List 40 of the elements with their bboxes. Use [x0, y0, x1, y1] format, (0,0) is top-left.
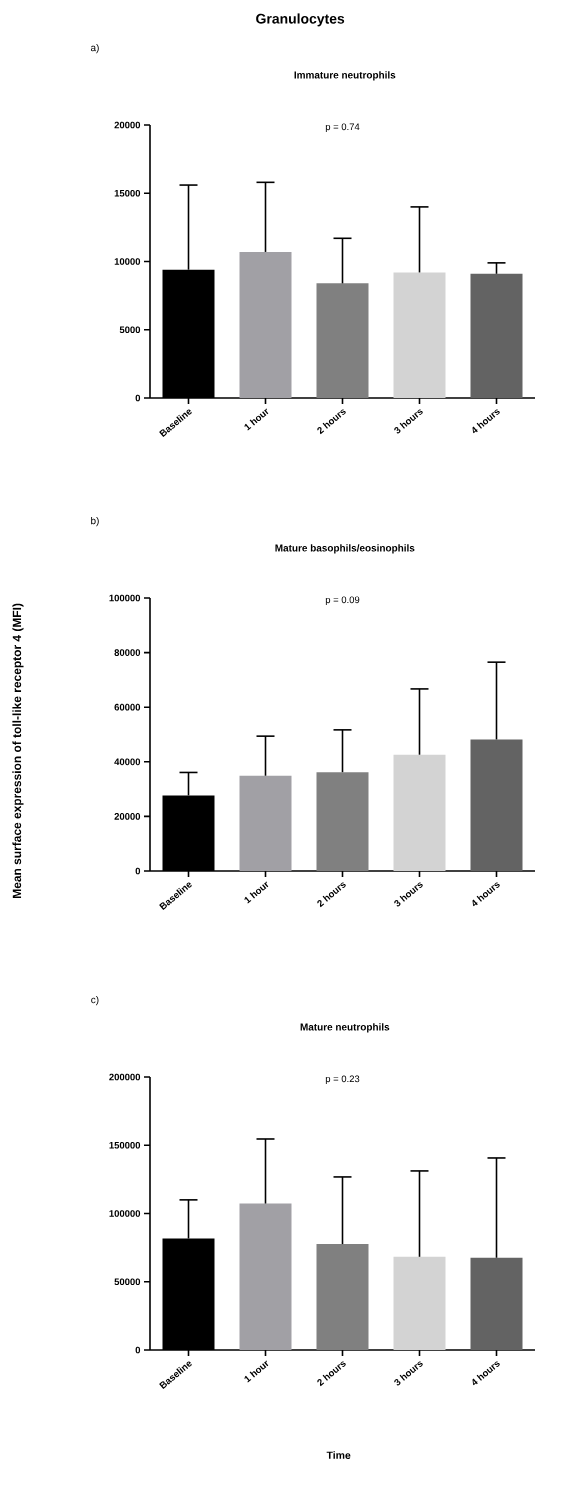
y-tick-label: 60000	[114, 703, 141, 711]
annotation: p = 0.74	[325, 123, 360, 133]
annotation: p = 0.23	[325, 1075, 360, 1085]
bar	[239, 251, 292, 399]
bar	[470, 273, 523, 399]
bar	[393, 272, 446, 399]
y-tick-label: 20000	[114, 121, 141, 129]
y-tick-label: 100000	[109, 594, 141, 602]
y-tick-label: 0	[135, 394, 141, 402]
text: a)	[90, 43, 99, 54]
y-tick-label: 5000	[119, 326, 141, 334]
bar	[393, 1256, 446, 1351]
y-tick-label: 15000	[114, 189, 141, 197]
y-axis-title: Mean surface expression of toll-like receptor 4 (MFI)	[12, 603, 24, 898]
bar	[316, 772, 369, 872]
bar	[393, 754, 446, 872]
y-tick-label: 80000	[114, 649, 141, 656]
y-tick-label: 50000	[114, 1278, 141, 1286]
bar	[239, 1203, 292, 1351]
annotation: p = 0.09	[325, 596, 360, 606]
y-tick-label: 0	[135, 867, 141, 875]
chart-subtitle: Immature neutrophils	[294, 71, 396, 81]
bar	[470, 739, 523, 872]
chart-title: Granulocytes	[256, 13, 345, 27]
y-tick-label: 0	[135, 1346, 141, 1354]
bar	[316, 283, 369, 399]
text: c)	[91, 995, 99, 1006]
y-tick-label: 40000	[114, 758, 141, 766]
y-tick-label: 10000	[114, 258, 141, 265]
x-axis-title: Time	[326, 1451, 351, 1459]
y-tick-label: 150000	[109, 1141, 141, 1149]
y-tick-label: 20000	[114, 813, 141, 820]
y-tick-label: 100000	[109, 1210, 141, 1217]
y-tick-label: 200000	[109, 1073, 141, 1081]
bar	[470, 1257, 523, 1351]
text: b)	[91, 516, 99, 527]
chart-title: Mature neutrophils	[300, 1023, 390, 1033]
bar	[316, 1244, 369, 1351]
chart-title: Mature basophils/eosinophils	[275, 544, 415, 554]
bar	[239, 775, 292, 872]
